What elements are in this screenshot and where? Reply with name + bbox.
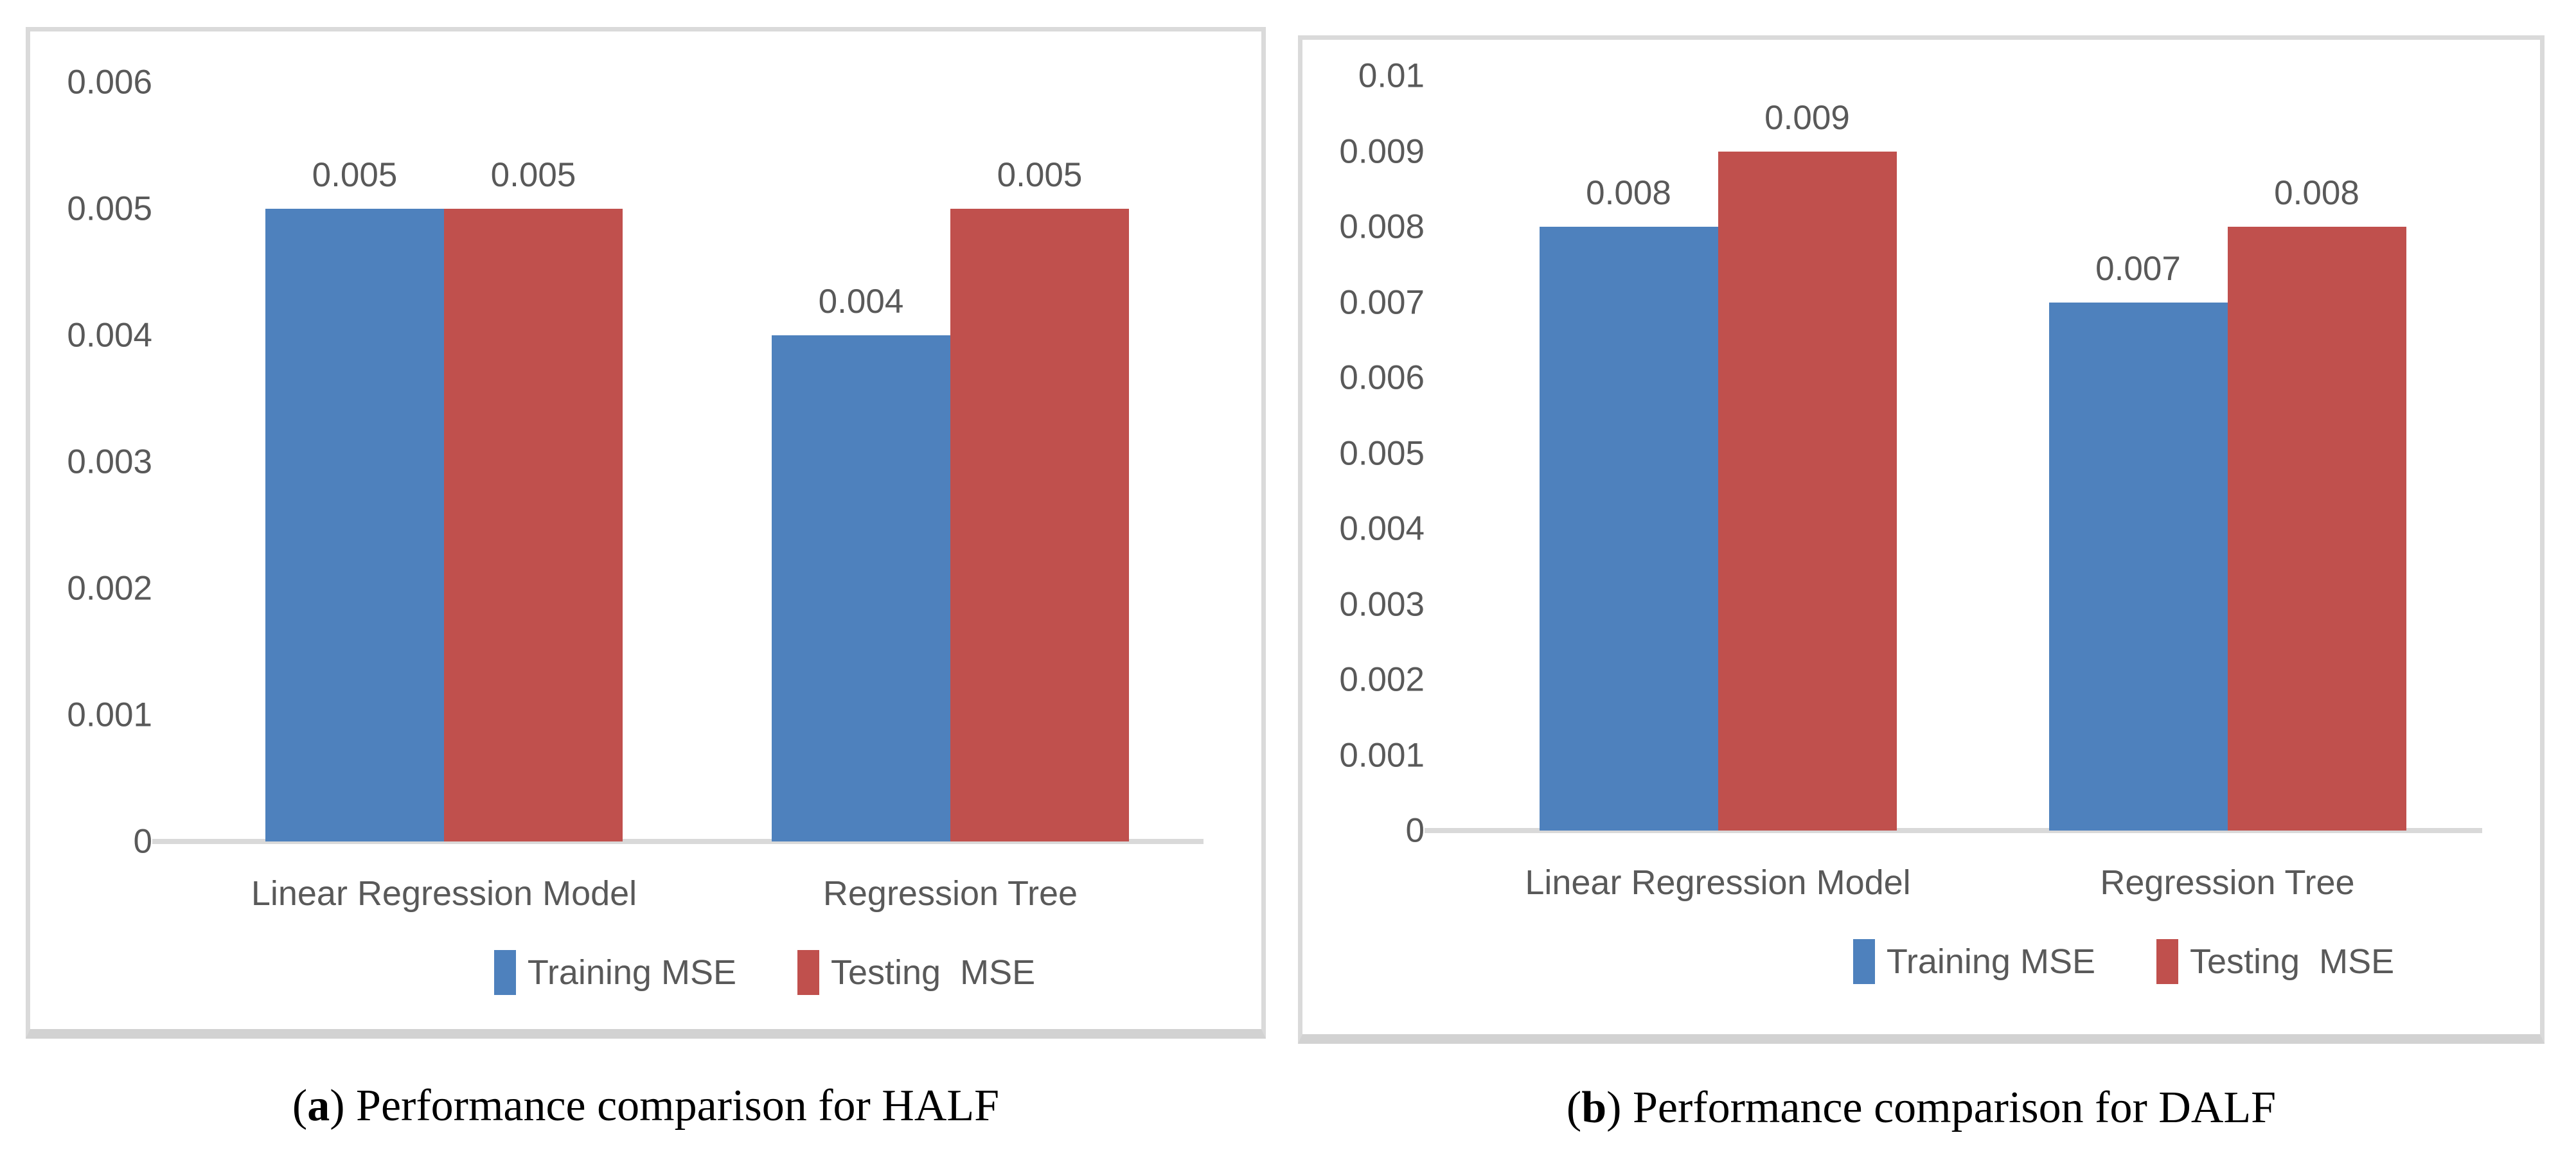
category-label: Regression Tree: [2100, 863, 2355, 902]
y-tick-label: 0.008: [1339, 207, 1425, 246]
caption-open-paren: (: [292, 1081, 308, 1131]
y-tick-label: 0: [133, 822, 152, 861]
data-label: 0.009: [1764, 98, 1850, 137]
legend-label: Testing MSE: [830, 953, 1036, 992]
data-label: 0.008: [2274, 174, 2359, 212]
legend-label: Training MSE: [527, 953, 736, 992]
legend: Training MSE Testing MSE: [229, 950, 1300, 996]
legend-label: Training MSE: [1886, 942, 2095, 982]
bar-testing-mse: 0.009: [1718, 101, 1897, 831]
y-tick-label: 0.004: [67, 316, 152, 355]
plot-wrap: 0.01 0.009 0.008 0.007 0.006 0.005 0.004 0.003 0…: [1302, 59, 2540, 848]
figure-b: 0.01 0.009 0.008 0.007 0.006 0.005 0.004 0.003 0…: [1298, 35, 2545, 1132]
y-tick-label: 0.006: [67, 63, 152, 101]
legend-swatch: [2156, 939, 2178, 985]
y-tick-label: 0.006: [1339, 358, 1425, 397]
x-axis-line: [1425, 828, 2482, 833]
legend-item: Training MSE: [1852, 939, 2095, 985]
category-label: Linear Regression Model: [251, 874, 637, 913]
legend: Training MSE Testing MSE: [1585, 939, 2576, 985]
bar-chart-dalf: 0.01 0.009 0.008 0.007 0.006 0.005 0.004 0.003 0…: [1298, 35, 2545, 1044]
y-axis: 0.006 0.005 0.004 0.003 0.002 0.001 0: [30, 66, 191, 859]
y-tick-label: 0.005: [1339, 434, 1425, 472]
bar-group: 0.004 0.005: [697, 82, 1204, 841]
y-tick-label: 0: [1405, 811, 1425, 850]
y-tick-label: 0.001: [1339, 736, 1425, 774]
category-label: Regression Tree: [822, 874, 1078, 913]
legend-item: Testing MSE: [797, 950, 1036, 996]
data-label: 0.005: [312, 156, 398, 194]
data-label: 0.007: [2095, 249, 2181, 288]
caption-letter: a: [307, 1081, 330, 1131]
bar-training-mse: 0.008: [1539, 176, 1718, 831]
bar-group: 0.005 0.005: [191, 82, 697, 841]
caption-text: Performance comparison for DALF: [1632, 1083, 2277, 1132]
legend-label: Testing MSE: [2189, 942, 2395, 982]
plot-wrap: 0.006 0.005 0.004 0.003 0.002 0.001 0 0.005 0.0…: [30, 66, 1261, 859]
y-axis: 0.01 0.009 0.008 0.007 0.006 0.005 0.004 0.003 0…: [1302, 59, 1463, 848]
caption-open-paren: (: [1566, 1083, 1582, 1132]
x-axis-labels: Linear Regression Model Regression Tree: [1463, 863, 2540, 902]
y-tick-label: 0.001: [67, 696, 152, 734]
y-tick-label: 0.01: [1358, 57, 1425, 95]
y-tick-label: 0.004: [1339, 509, 1425, 548]
bar-training-mse: 0.005: [265, 158, 444, 841]
caption-a: (a) Performance comparison for HALF: [26, 1080, 1266, 1132]
caption-close-paren: ): [330, 1081, 357, 1131]
y-tick-label: 0.003: [67, 443, 152, 481]
legend-swatch: [1852, 939, 1875, 985]
bar-testing-mse: 0.008: [2227, 176, 2406, 831]
caption-b: (b) Performance comparison for DALF: [1298, 1082, 2545, 1134]
y-tick-label: 0.009: [1339, 132, 1425, 170]
data-label: 0.005: [997, 156, 1083, 194]
data-label: 0.005: [490, 156, 576, 194]
category-label: Linear Regression Model: [1525, 863, 1911, 902]
y-tick-label: 0.002: [67, 569, 152, 608]
legend-swatch: [493, 950, 516, 996]
y-tick-label: 0.002: [1339, 660, 1425, 699]
bar-testing-mse: 0.005: [444, 158, 623, 841]
caption-close-paren: ): [1606, 1083, 1633, 1132]
caption-letter: b: [1581, 1083, 1607, 1132]
legend-item: Training MSE: [493, 950, 736, 996]
bar-training-mse: 0.007: [2048, 252, 2228, 831]
caption-text: Performance comparison for HALF: [356, 1081, 1000, 1131]
plot-area: 0.008 0.009 0.007 0.008: [1425, 76, 2540, 833]
bar-group: 0.007 0.008: [1973, 76, 2482, 831]
x-axis-line: [152, 839, 1204, 844]
bar-testing-mse: 0.005: [950, 158, 1129, 841]
y-tick-label: 0.005: [67, 189, 152, 228]
data-label: 0.008: [1586, 174, 1671, 212]
legend-item: Testing MSE: [2156, 939, 2395, 985]
bar-chart-half: 0.006 0.005 0.004 0.003 0.002 0.001 0 0.005 0.0…: [26, 27, 1266, 1039]
figure-a: 0.006 0.005 0.004 0.003 0.002 0.001 0 0.005 0.0…: [26, 27, 1266, 1131]
x-axis-labels: Linear Regression Model Regression Tree: [191, 874, 1261, 913]
bar-group: 0.008 0.009: [1463, 76, 1973, 831]
y-tick-label: 0.003: [1339, 585, 1425, 623]
y-tick-label: 0.007: [1339, 283, 1425, 321]
plot-area: 0.005 0.005 0.004 0.005: [152, 82, 1261, 844]
data-label: 0.004: [818, 283, 904, 321]
bar-training-mse: 0.004: [772, 285, 950, 841]
legend-swatch: [797, 950, 819, 996]
